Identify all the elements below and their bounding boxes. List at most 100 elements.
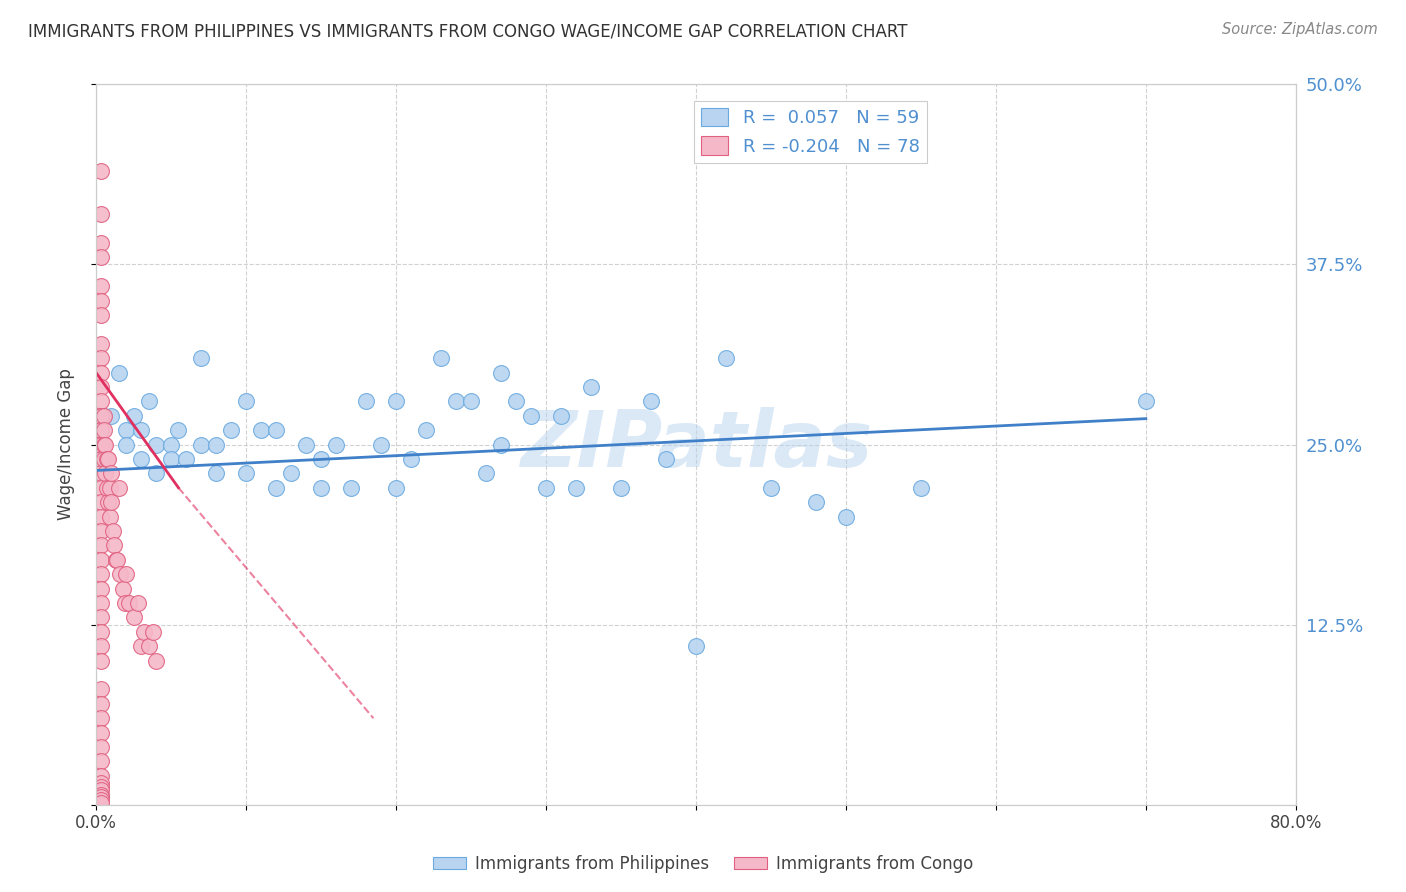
Point xyxy=(325,437,347,451)
Point xyxy=(94,467,117,481)
Point xyxy=(89,624,111,639)
Point xyxy=(160,437,183,451)
Point xyxy=(107,481,129,495)
Point xyxy=(89,776,111,790)
Point xyxy=(489,366,512,380)
Point xyxy=(89,409,111,423)
Point xyxy=(685,639,707,653)
Point xyxy=(89,467,111,481)
Point xyxy=(89,437,111,451)
Point xyxy=(89,308,111,322)
Point xyxy=(1135,394,1157,409)
Point xyxy=(89,235,111,250)
Point xyxy=(89,509,111,524)
Point xyxy=(145,467,167,481)
Point xyxy=(89,495,111,509)
Point xyxy=(489,437,512,451)
Point xyxy=(89,452,111,467)
Point xyxy=(385,481,408,495)
Point xyxy=(174,452,197,467)
Point xyxy=(550,409,572,423)
Point xyxy=(910,481,932,495)
Point xyxy=(111,582,134,596)
Point xyxy=(250,423,273,437)
Point xyxy=(129,452,152,467)
Point xyxy=(167,423,190,437)
Point xyxy=(104,553,127,567)
Point xyxy=(122,610,145,624)
Text: Source: ZipAtlas.com: Source: ZipAtlas.com xyxy=(1222,22,1378,37)
Text: IMMIGRANTS FROM PHILIPPINES VS IMMIGRANTS FROM CONGO WAGE/INCOME GAP CORRELATION: IMMIGRANTS FROM PHILIPPINES VS IMMIGRANT… xyxy=(28,22,908,40)
Point xyxy=(534,481,557,495)
Point xyxy=(89,682,111,697)
Point xyxy=(118,596,141,610)
Point xyxy=(475,467,498,481)
Point xyxy=(759,481,782,495)
Point xyxy=(129,423,152,437)
Point xyxy=(89,553,111,567)
Point xyxy=(132,624,155,639)
Point xyxy=(295,437,318,451)
Point xyxy=(264,481,287,495)
Point xyxy=(280,467,302,481)
Point xyxy=(89,293,111,308)
Point xyxy=(142,624,165,639)
Point xyxy=(89,336,111,351)
Point xyxy=(385,394,408,409)
Point xyxy=(89,567,111,582)
Point xyxy=(340,481,363,495)
Point xyxy=(89,596,111,610)
Point xyxy=(505,394,527,409)
Point xyxy=(89,279,111,293)
Point xyxy=(98,509,121,524)
Point xyxy=(93,409,115,423)
Point xyxy=(115,567,138,582)
Point xyxy=(354,394,377,409)
Point xyxy=(89,796,111,810)
Point xyxy=(415,423,437,437)
Point xyxy=(89,351,111,365)
Point xyxy=(89,423,111,437)
Point xyxy=(160,452,183,467)
Point xyxy=(96,452,118,467)
Legend: Immigrants from Philippines, Immigrants from Congo: Immigrants from Philippines, Immigrants … xyxy=(426,848,980,880)
Point xyxy=(565,481,588,495)
Point xyxy=(93,409,115,423)
Point xyxy=(145,654,167,668)
Point xyxy=(138,639,160,653)
Point xyxy=(89,783,111,797)
Point xyxy=(835,509,858,524)
Point xyxy=(114,596,136,610)
Point xyxy=(370,437,392,451)
Point xyxy=(97,495,120,509)
Point xyxy=(804,495,827,509)
Point xyxy=(190,351,212,365)
Point xyxy=(108,567,131,582)
Point xyxy=(93,423,115,437)
Point xyxy=(190,437,212,451)
Point xyxy=(89,366,111,380)
Point xyxy=(89,207,111,221)
Point xyxy=(98,481,121,495)
Point xyxy=(93,437,115,451)
Point xyxy=(97,452,120,467)
Point xyxy=(89,793,111,807)
Point xyxy=(89,394,111,409)
Point xyxy=(89,538,111,552)
Y-axis label: Wage/Income Gap: Wage/Income Gap xyxy=(58,368,75,521)
Point xyxy=(89,524,111,538)
Point xyxy=(89,788,111,802)
Point xyxy=(100,409,122,423)
Point xyxy=(655,452,678,467)
Point xyxy=(89,780,111,795)
Point xyxy=(89,481,111,495)
Point xyxy=(100,467,122,481)
Point xyxy=(89,164,111,178)
Point xyxy=(309,452,332,467)
Point xyxy=(89,582,111,596)
Point xyxy=(235,467,257,481)
Point xyxy=(96,481,118,495)
Point xyxy=(444,394,467,409)
Point xyxy=(309,481,332,495)
Point xyxy=(520,409,543,423)
